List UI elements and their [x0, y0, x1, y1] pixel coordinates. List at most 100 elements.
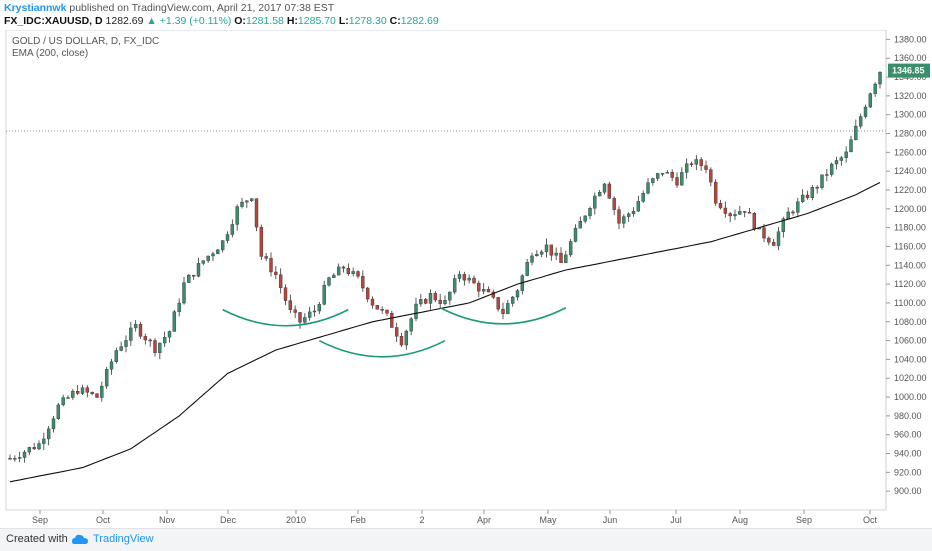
- candle-body: [158, 342, 162, 353]
- ema-line: [9, 182, 881, 483]
- candle-body: [56, 404, 61, 420]
- candle-body: [37, 443, 41, 450]
- candle-body: [187, 274, 191, 283]
- price-chart[interactable]: 900.00 920.00 940.00 960.00 980.00 1000.00 102…: [0, 30, 932, 528]
- x-tick-label: Jul: [670, 515, 682, 525]
- candle-body: [332, 274, 336, 278]
- candle-body: [414, 303, 418, 319]
- candle-body: [680, 172, 684, 186]
- author-link[interactable]: Krystiannwk: [4, 2, 67, 14]
- candle-body: [815, 187, 819, 189]
- candle-body: [597, 192, 602, 197]
- candle-body: [104, 369, 109, 387]
- y-tick-label: 920.00: [894, 467, 922, 477]
- candle-body: [491, 291, 496, 298]
- candle-body: [762, 227, 766, 239]
- candle-body: [390, 313, 394, 328]
- candle-body: [409, 318, 413, 332]
- y-tick-label: 1040.00: [894, 354, 927, 364]
- candle-body: [588, 208, 592, 217]
- close-value: 1282.69: [400, 15, 439, 27]
- y-tick-label: 1080.00: [894, 317, 927, 327]
- candle-body: [472, 277, 476, 284]
- candle-body: [486, 289, 491, 293]
- tradingview-brand[interactable]: TradingView: [93, 533, 154, 545]
- y-tick-label: 1240.00: [894, 166, 927, 176]
- candle-body: [370, 298, 375, 306]
- candle-body: [858, 116, 863, 127]
- candle-body: [66, 397, 70, 399]
- published-text: published on TradingView.com, April 21, …: [69, 2, 335, 14]
- candle-body: [385, 309, 389, 314]
- candle-body: [776, 231, 781, 246]
- candle-body: [829, 163, 834, 175]
- candle-body: [129, 327, 133, 341]
- x-tick-label: Feb: [350, 515, 366, 525]
- candle-body: [143, 336, 148, 341]
- y-tick-label: 1100.00: [894, 298, 926, 308]
- candle-body: [317, 304, 322, 312]
- x-tick-label: 2010: [286, 515, 306, 525]
- chart-header: Krystiannwk published on TradingView.com…: [0, 0, 932, 30]
- candle-body: [46, 428, 51, 440]
- candle-body: [839, 157, 844, 161]
- candle-body: [85, 387, 90, 393]
- x-tick-label: Sep: [32, 515, 48, 525]
- candle-body: [71, 390, 75, 398]
- candle-body: [709, 169, 713, 183]
- candles: [8, 71, 882, 463]
- candle-body: [365, 287, 370, 300]
- candle-body: [196, 263, 201, 277]
- y-tick-label: 1200.00: [894, 204, 927, 214]
- candle-body: [810, 187, 815, 198]
- candle-body: [800, 194, 805, 202]
- x-tick-label: Sep: [796, 515, 812, 525]
- candle-body: [878, 71, 882, 85]
- candle-body: [356, 271, 360, 277]
- candle-body: [863, 106, 868, 117]
- annotations: [222, 307, 567, 358]
- candle-body: [269, 258, 273, 273]
- y-tick-label: 1360.00: [894, 53, 927, 63]
- candle-body: [32, 447, 36, 450]
- candle-body: [419, 299, 423, 305]
- candle-body: [626, 213, 631, 217]
- candle-body: [443, 300, 447, 304]
- candle-body: [124, 340, 128, 347]
- left-shoulder-arc[interactable]: [222, 308, 349, 327]
- x-tick-label: Apr: [477, 515, 491, 525]
- candle-body: [530, 255, 534, 263]
- candle-body: [235, 206, 239, 225]
- footer-bar: Created with TradingView: [0, 528, 932, 551]
- candle-body: [723, 207, 728, 214]
- y-tick-label: 1180.00: [894, 223, 926, 233]
- plot-area[interactable]: [5, 30, 887, 511]
- candle-body: [728, 213, 732, 217]
- candle-body: [636, 201, 641, 212]
- head-arc[interactable]: [318, 339, 446, 358]
- candle-body: [786, 211, 790, 219]
- candle-body: [738, 211, 742, 215]
- candle-body: [336, 266, 341, 276]
- x-tick-label: Dec: [220, 515, 237, 525]
- candle-body: [42, 438, 46, 444]
- candle-body: [767, 237, 771, 243]
- candle-body: [380, 309, 384, 311]
- candle-body: [617, 209, 621, 224]
- candle-body: [288, 300, 293, 310]
- x-tick-label: Nov: [159, 515, 176, 525]
- candle-body: [162, 337, 167, 344]
- candle-body: [525, 262, 529, 276]
- x-axis[interactable]: Sep Oct Nov Dec 2010 Feb 2 Apr May Jun Jul Aug Sep Oc…: [32, 510, 878, 525]
- right-shoulder-arc[interactable]: [439, 307, 567, 325]
- candle-body: [191, 274, 196, 277]
- x-tick-label: Oct: [96, 515, 111, 525]
- y-tick-label: 1160.00: [894, 241, 926, 251]
- candle-body: [119, 346, 123, 351]
- chart-title: GOLD / US DOLLAR, D, FX_IDC: [12, 36, 159, 47]
- candle-body: [17, 457, 22, 459]
- y-axis[interactable]: 900.00 920.00 940.00 960.00 980.00 1000.00 102…: [885, 30, 930, 510]
- candle-body: [868, 93, 873, 108]
- candle-body: [80, 387, 85, 394]
- tradingview-cloud-icon: [72, 534, 88, 544]
